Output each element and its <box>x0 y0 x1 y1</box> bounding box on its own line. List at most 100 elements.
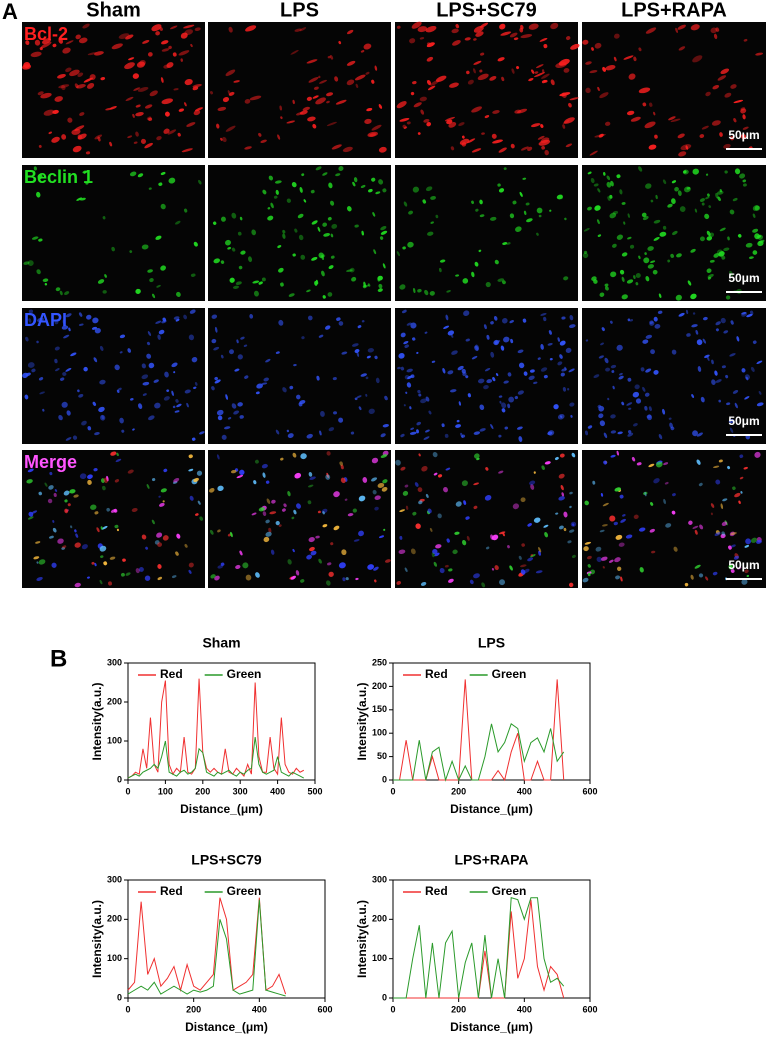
cell-signal <box>602 524 608 527</box>
cell-signal <box>510 143 515 149</box>
cell-signal <box>493 315 498 321</box>
cell-signal <box>347 29 354 35</box>
cell-signal <box>408 210 414 215</box>
cell-signal <box>403 201 408 207</box>
cell-signal <box>90 504 97 510</box>
cell-signal <box>189 309 196 314</box>
cell-signal <box>469 579 474 585</box>
cell-signal <box>93 357 98 363</box>
cell-signal <box>671 510 676 515</box>
cell-signal <box>629 319 634 322</box>
cell-signal <box>557 361 563 366</box>
cell-signal <box>597 234 602 237</box>
cell-signal <box>417 389 421 394</box>
micrograph <box>395 165 578 301</box>
cell-signal <box>544 461 551 465</box>
cell-signal <box>125 572 131 576</box>
cell-signal <box>530 554 536 558</box>
cell-signal <box>403 340 409 345</box>
x-tick-label: 400 <box>252 1004 267 1014</box>
cell-signal <box>610 271 617 278</box>
cell-signal <box>286 198 292 203</box>
cell-signal <box>26 479 33 484</box>
cell-signal <box>433 472 438 476</box>
cell-signal <box>148 415 155 421</box>
cell-signal <box>512 503 520 510</box>
cell-signal <box>297 213 304 219</box>
cell-signal <box>633 275 636 280</box>
cell-signal <box>568 582 574 588</box>
legend-label: Green <box>492 884 527 898</box>
cell-signal <box>467 79 474 85</box>
cell-signal <box>239 469 245 476</box>
cell-signal <box>184 29 193 36</box>
cell-signal <box>711 359 714 365</box>
cell-signal <box>323 233 331 237</box>
y-tick-label: 100 <box>107 735 122 745</box>
cell-signal <box>752 213 756 218</box>
cell-signal <box>684 582 689 587</box>
cell-signal <box>54 320 59 325</box>
cell-signal <box>419 37 425 40</box>
cell-signal <box>721 365 726 369</box>
cell-signal <box>258 281 263 285</box>
cell-signal <box>85 182 89 185</box>
cell-signal <box>248 256 253 263</box>
cell-signal <box>127 135 133 139</box>
cell-signal <box>139 59 146 66</box>
cell-signal <box>172 52 177 57</box>
cell-signal <box>346 269 353 272</box>
cell-signal <box>277 134 281 140</box>
cell-signal <box>515 226 522 232</box>
cell-signal <box>605 65 616 71</box>
cell-signal <box>625 534 633 539</box>
cell-signal <box>183 24 195 29</box>
cell-signal <box>699 524 704 530</box>
cell-signal <box>634 384 640 390</box>
cell-signal <box>418 453 421 457</box>
cell-signal <box>164 111 170 117</box>
cell-signal <box>425 186 433 192</box>
cell-signal <box>363 43 372 50</box>
cell-signal <box>402 490 409 496</box>
cell-signal <box>616 344 623 351</box>
cell-signal <box>294 228 298 233</box>
legend-label: Red <box>425 667 448 681</box>
cell-signal <box>317 510 321 514</box>
cell-signal <box>479 22 489 28</box>
cell-signal <box>485 467 489 471</box>
cell-signal <box>240 250 246 255</box>
cell-signal <box>360 50 365 53</box>
cell-signal <box>158 495 161 498</box>
cell-signal <box>638 166 643 172</box>
cell-signal <box>567 540 572 544</box>
x-tick-label: 0 <box>125 786 130 796</box>
cell-signal <box>466 70 470 75</box>
cell-signal <box>481 132 485 135</box>
cell-signal <box>24 394 29 400</box>
cell-signal <box>561 316 566 320</box>
cell-signal <box>354 74 366 81</box>
cell-signal <box>664 481 669 485</box>
cell-signal <box>455 501 462 507</box>
cell-signal <box>102 216 106 220</box>
cell-signal <box>28 318 32 323</box>
cell-signal <box>275 429 280 435</box>
cell-signal <box>167 129 177 135</box>
cell-signal <box>449 82 459 88</box>
cell-signal <box>683 170 687 174</box>
cell-signal <box>293 364 297 367</box>
cell-signal <box>166 389 170 392</box>
cell-signal <box>527 523 532 527</box>
cell-signal <box>78 393 84 398</box>
cell-signal <box>417 132 421 135</box>
cell-signal <box>331 144 342 150</box>
cell-signal <box>114 524 119 529</box>
cell-signal <box>261 463 268 469</box>
cell-signal <box>216 123 220 129</box>
cell-signal <box>492 110 500 114</box>
cell-signal <box>698 482 703 487</box>
cell-signal <box>61 85 66 91</box>
cell-signal <box>692 312 696 315</box>
cell-signal <box>127 469 134 474</box>
